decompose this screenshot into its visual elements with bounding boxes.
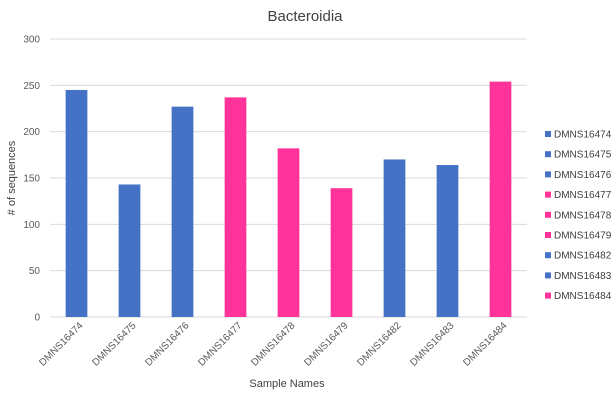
x-tick-label: DMNS16475 <box>90 320 139 369</box>
legend-swatch <box>545 131 551 137</box>
y-tick-label: 50 <box>29 266 41 277</box>
legend-label: DMNS16482 <box>554 251 612 262</box>
legend-label: DMNS16484 <box>554 291 612 302</box>
bars <box>65 81 512 317</box>
legend-swatch <box>545 211 551 218</box>
legend-label: DMNS16479 <box>554 231 612 242</box>
legend-item-DMNS16483: DMNS16483 <box>545 271 612 282</box>
legend-item-DMNS16478: DMNS16478 <box>545 210 612 221</box>
y-tick-label: 300 <box>23 35 40 46</box>
legend-item-DMNS16477: DMNS16477 <box>545 190 612 201</box>
legend-swatch <box>545 272 551 279</box>
legend-label: DMNS16475 <box>554 150 612 161</box>
y-axis-ticks: 0 50 100 150 200 250 300 <box>23 35 40 324</box>
chart-title: Bacteroidia <box>267 8 343 25</box>
bar-DMNS16479 <box>330 188 353 317</box>
x-tick-label: DMNS16474 <box>37 320 86 369</box>
legend-label: DMNS16483 <box>554 271 612 282</box>
legend-swatch <box>545 191 551 198</box>
legend-label: DMNS16476 <box>554 170 612 181</box>
x-axis-ticks: DMNS16474 DMNS16475 DMNS16476 DMNS16477 DMNS… <box>37 320 510 369</box>
legend-label: DMNS16474 <box>554 130 612 141</box>
legend-swatch <box>545 252 551 259</box>
y-tick-label: 100 <box>23 220 40 231</box>
legend-item-DMNS16484: DMNS16484 <box>545 291 612 302</box>
legend-item-DMNS16479: DMNS16479 <box>545 231 612 242</box>
bar-DMNS16474 <box>65 89 88 317</box>
bar-DMNS16484 <box>489 81 512 317</box>
y-tick-label: 150 <box>23 174 40 185</box>
legend-item-DMNS16482: DMNS16482 <box>545 251 612 262</box>
legend-item-DMNS16476: DMNS16476 <box>545 170 612 181</box>
bar-DMNS16483 <box>436 165 459 317</box>
legend-label: DMNS16478 <box>554 210 612 221</box>
x-tick-label: DMNS16476 <box>143 320 192 369</box>
x-tick-label: DMNS16484 <box>461 320 510 369</box>
x-axis-title: Sample Names <box>249 378 325 390</box>
x-tick-label: DMNS16482 <box>355 320 404 369</box>
y-tick-label: 0 <box>34 313 40 324</box>
y-axis-title: # of sequences <box>6 140 18 215</box>
legend-label: DMNS16477 <box>554 190 612 201</box>
legend-item-DMNS16474: DMNS16474 <box>545 130 612 141</box>
legend: DMNS16474 DMNS16475 DMNS16476 DMNS16477 DMNS… <box>545 130 612 302</box>
legend-swatch <box>545 232 551 238</box>
x-tick-label: DMNS16479 <box>302 320 351 369</box>
y-tick-label: 250 <box>23 81 40 92</box>
x-tick-label: DMNS16478 <box>249 320 298 369</box>
legend-item-DMNS16475: DMNS16475 <box>545 150 612 161</box>
bar-DMNS16477 <box>224 97 247 317</box>
bar-DMNS16482 <box>383 159 406 317</box>
bar-DMNS16478 <box>277 148 300 317</box>
bar-DMNS16475 <box>118 184 141 317</box>
x-tick-label: DMNS16477 <box>196 320 245 369</box>
legend-swatch <box>545 171 551 178</box>
x-tick-label: DMNS16483 <box>408 320 457 369</box>
legend-swatch <box>545 151 551 158</box>
bar-DMNS16476 <box>171 106 194 317</box>
legend-swatch <box>545 292 551 299</box>
y-tick-label: 200 <box>23 127 40 138</box>
